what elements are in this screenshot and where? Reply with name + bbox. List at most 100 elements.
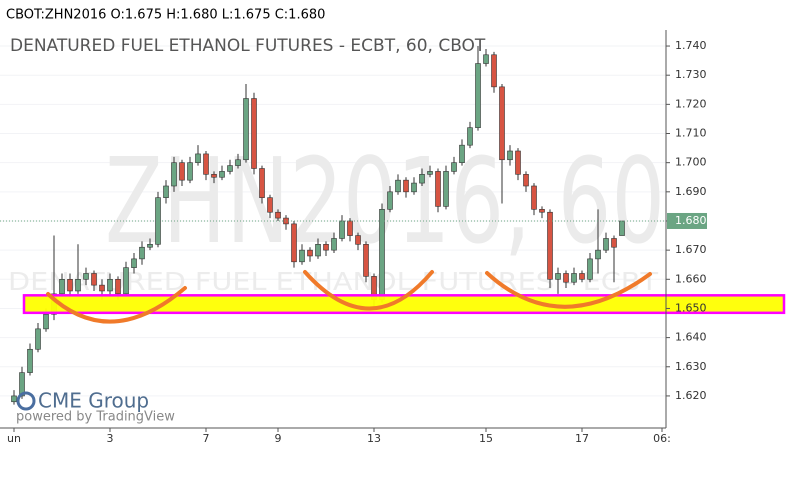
candle-body xyxy=(339,220,345,239)
candle-body xyxy=(435,171,441,207)
chart-title: DENATURED FUEL ETHANOL FUTURES - ECBT, 6… xyxy=(10,36,486,56)
candle-body xyxy=(259,168,265,198)
candle-body xyxy=(395,179,401,193)
candles xyxy=(0,46,666,405)
candle-body xyxy=(443,171,449,207)
candle-body xyxy=(291,223,297,263)
x-tick-label: 17 xyxy=(575,432,589,445)
candle-body xyxy=(35,328,41,350)
candle-body xyxy=(187,162,193,181)
candle-body xyxy=(531,185,537,210)
candle-body xyxy=(451,162,457,172)
x-tick-label: un xyxy=(7,432,21,445)
y-tick-label: 1.740 xyxy=(675,39,707,52)
logo: CME Group xyxy=(38,389,149,413)
candle-body xyxy=(115,278,121,295)
candle-body xyxy=(19,372,25,397)
candle-body xyxy=(595,249,601,260)
candle-body xyxy=(515,150,521,175)
y-tick-label: 1.620 xyxy=(675,389,707,402)
watermark: ZHN2016, 60 xyxy=(105,132,665,270)
candle-body xyxy=(419,174,425,184)
candle-body xyxy=(579,273,585,280)
candle-body xyxy=(427,171,433,175)
candle-body xyxy=(603,238,609,251)
y-tick-label: 1.710 xyxy=(675,127,707,140)
curve xyxy=(303,270,434,311)
candle-body xyxy=(571,273,577,283)
candle-body xyxy=(43,313,49,330)
candle-body xyxy=(347,220,353,236)
logo-icon xyxy=(16,391,36,411)
y-tick-label: 1.630 xyxy=(675,360,707,373)
axes: 1.620 1.630 1.640 1.650 1.660 1.670 1.680 1.690… xyxy=(7,39,707,445)
header: CBOT:ZHN2016 O:1.675 H:1.680 L:1.675 C:1… xyxy=(6,8,325,23)
x-tick-label: 06: xyxy=(653,432,671,445)
x-tick-label: 15 xyxy=(479,432,493,445)
candle-body xyxy=(363,244,369,277)
annotation-curves xyxy=(46,270,652,324)
watermark-subtitle: DENATURED FUEL ETHANOL FUTURES - ECBT xyxy=(8,267,659,296)
candle-body xyxy=(355,235,361,245)
candle-body xyxy=(379,209,385,301)
candle-body xyxy=(267,197,273,213)
candle-body xyxy=(91,273,97,286)
candle-body xyxy=(611,238,617,248)
y-tick-label: 1.700 xyxy=(675,156,707,169)
candle-body xyxy=(323,244,329,251)
y-tick-label: 1.670 xyxy=(675,243,707,256)
candle-body xyxy=(83,273,89,280)
candle-body xyxy=(523,174,529,187)
candle-body xyxy=(299,249,305,263)
curve xyxy=(46,286,187,324)
candle-body xyxy=(99,284,105,292)
x-tick-label: 13 xyxy=(367,432,381,445)
candle-body xyxy=(499,86,505,161)
candle-body xyxy=(219,171,225,178)
candle-body xyxy=(235,159,241,166)
candle-body xyxy=(251,98,257,169)
y-tick-label: 1.650 xyxy=(675,301,707,314)
candle-body xyxy=(211,174,217,178)
candle-body xyxy=(75,278,81,292)
candle-body xyxy=(539,209,545,213)
candle-body xyxy=(403,179,409,193)
y-tick-label: 1.720 xyxy=(675,97,707,110)
candle-body xyxy=(475,63,481,128)
y-tick-label: 1.660 xyxy=(675,272,707,285)
candle-body xyxy=(619,220,625,236)
candle-body xyxy=(563,273,569,283)
candle-body xyxy=(315,244,321,257)
y-tick-label: 1.640 xyxy=(675,331,707,344)
candle-body xyxy=(195,153,201,163)
candle-body xyxy=(27,348,33,373)
candle-body xyxy=(59,278,65,295)
candle-body xyxy=(307,249,313,257)
candle-body xyxy=(227,165,233,172)
candle-body xyxy=(107,278,113,292)
x-tick-label: 9 xyxy=(275,432,282,445)
candle-body xyxy=(155,197,161,245)
x-tick-label: 3 xyxy=(107,432,114,445)
candle-body xyxy=(179,162,185,181)
last-price-box xyxy=(667,212,707,229)
candle-body xyxy=(275,211,281,219)
candle-body xyxy=(459,144,465,163)
candle-body xyxy=(587,258,593,280)
candle-body xyxy=(147,244,153,248)
candle-body xyxy=(139,246,145,260)
candle-body xyxy=(131,258,137,268)
x-tick-label: 7 xyxy=(203,432,210,445)
candle-body xyxy=(67,278,73,292)
y-tick-label: 1.730 xyxy=(675,68,707,81)
candle-body xyxy=(555,273,561,280)
powered-by: powered by TradingView xyxy=(16,410,175,425)
header-bar xyxy=(0,0,712,30)
candle-body xyxy=(243,98,249,161)
y-tick-label: 1.690 xyxy=(675,185,707,198)
candle-body xyxy=(467,127,473,146)
curve xyxy=(485,271,652,309)
last-price-label: 1.680 xyxy=(675,214,707,227)
